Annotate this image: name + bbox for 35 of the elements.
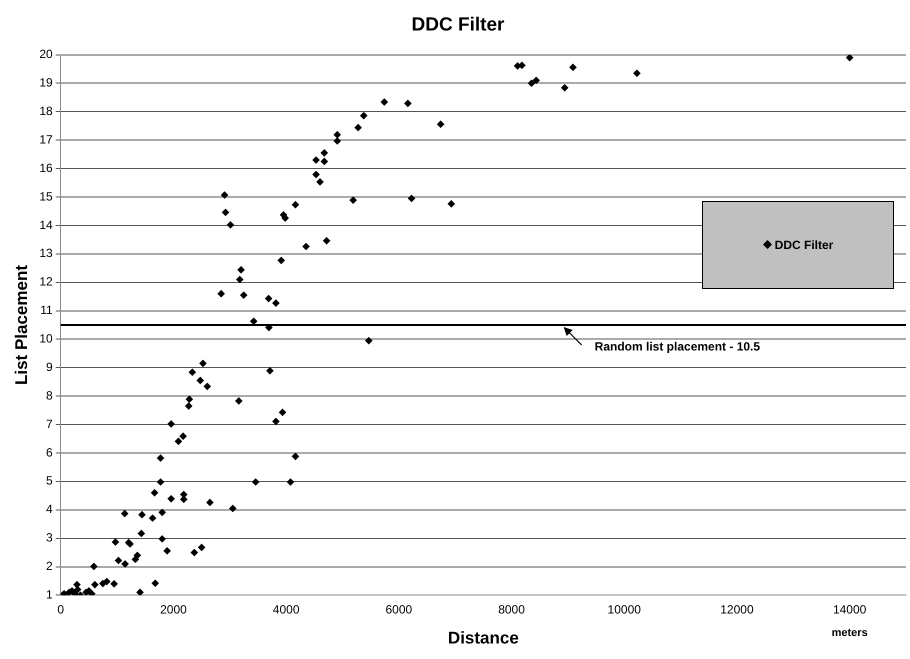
x-tick-label: 10000 — [608, 602, 642, 617]
y-tick-label: 5 — [46, 474, 54, 488]
x-tick-label: 2000 — [160, 602, 188, 617]
x-axis-title: Distance — [448, 628, 519, 648]
legend-label: DDC Filter — [774, 238, 834, 252]
y-tick-label: 10 — [39, 332, 54, 346]
y-tick-label: 17 — [39, 132, 54, 146]
y-tick-label: 8 — [46, 388, 54, 402]
y-tick-label: 3 — [46, 530, 54, 545]
y-tick-label: 6 — [46, 445, 54, 460]
x-tick-label: 0 — [57, 602, 64, 617]
ref-line-label: Random list placement - 10.5 — [594, 339, 760, 354]
y-tick-label: 2 — [46, 559, 54, 574]
y-tick-label: 15 — [39, 189, 54, 204]
y-tick-label: 11 — [40, 303, 54, 318]
text: meters — [832, 627, 868, 640]
y-tick-label: 14 — [39, 218, 54, 232]
y-tick-label: 1 — [46, 588, 54, 602]
x-tick-label: 6000 — [385, 602, 413, 617]
y-tick-label: 7 — [46, 416, 54, 431]
y-tick-label: 20 — [39, 47, 54, 62]
x-tick-label: 8000 — [498, 602, 526, 617]
y-tick-label: 9 — [46, 360, 54, 374]
y-tick-label: 12 — [39, 274, 54, 289]
y-tick-label: 19 — [39, 76, 54, 90]
y-tick-label: 13 — [39, 246, 54, 260]
x-tick-label: 12000 — [720, 602, 754, 617]
y-tick-label: 4 — [46, 502, 54, 516]
legend-panel: DDC Filter — [702, 200, 894, 289]
x-tick-label: 4000 — [272, 602, 300, 617]
chart-title: DDC Filter — [412, 14, 506, 36]
y-tick-label: 18 — [39, 104, 54, 118]
x-tick-label: 14000 — [832, 602, 867, 617]
y-axis-title: List Placement — [12, 264, 31, 385]
y-tick-label: 16 — [39, 160, 54, 175]
